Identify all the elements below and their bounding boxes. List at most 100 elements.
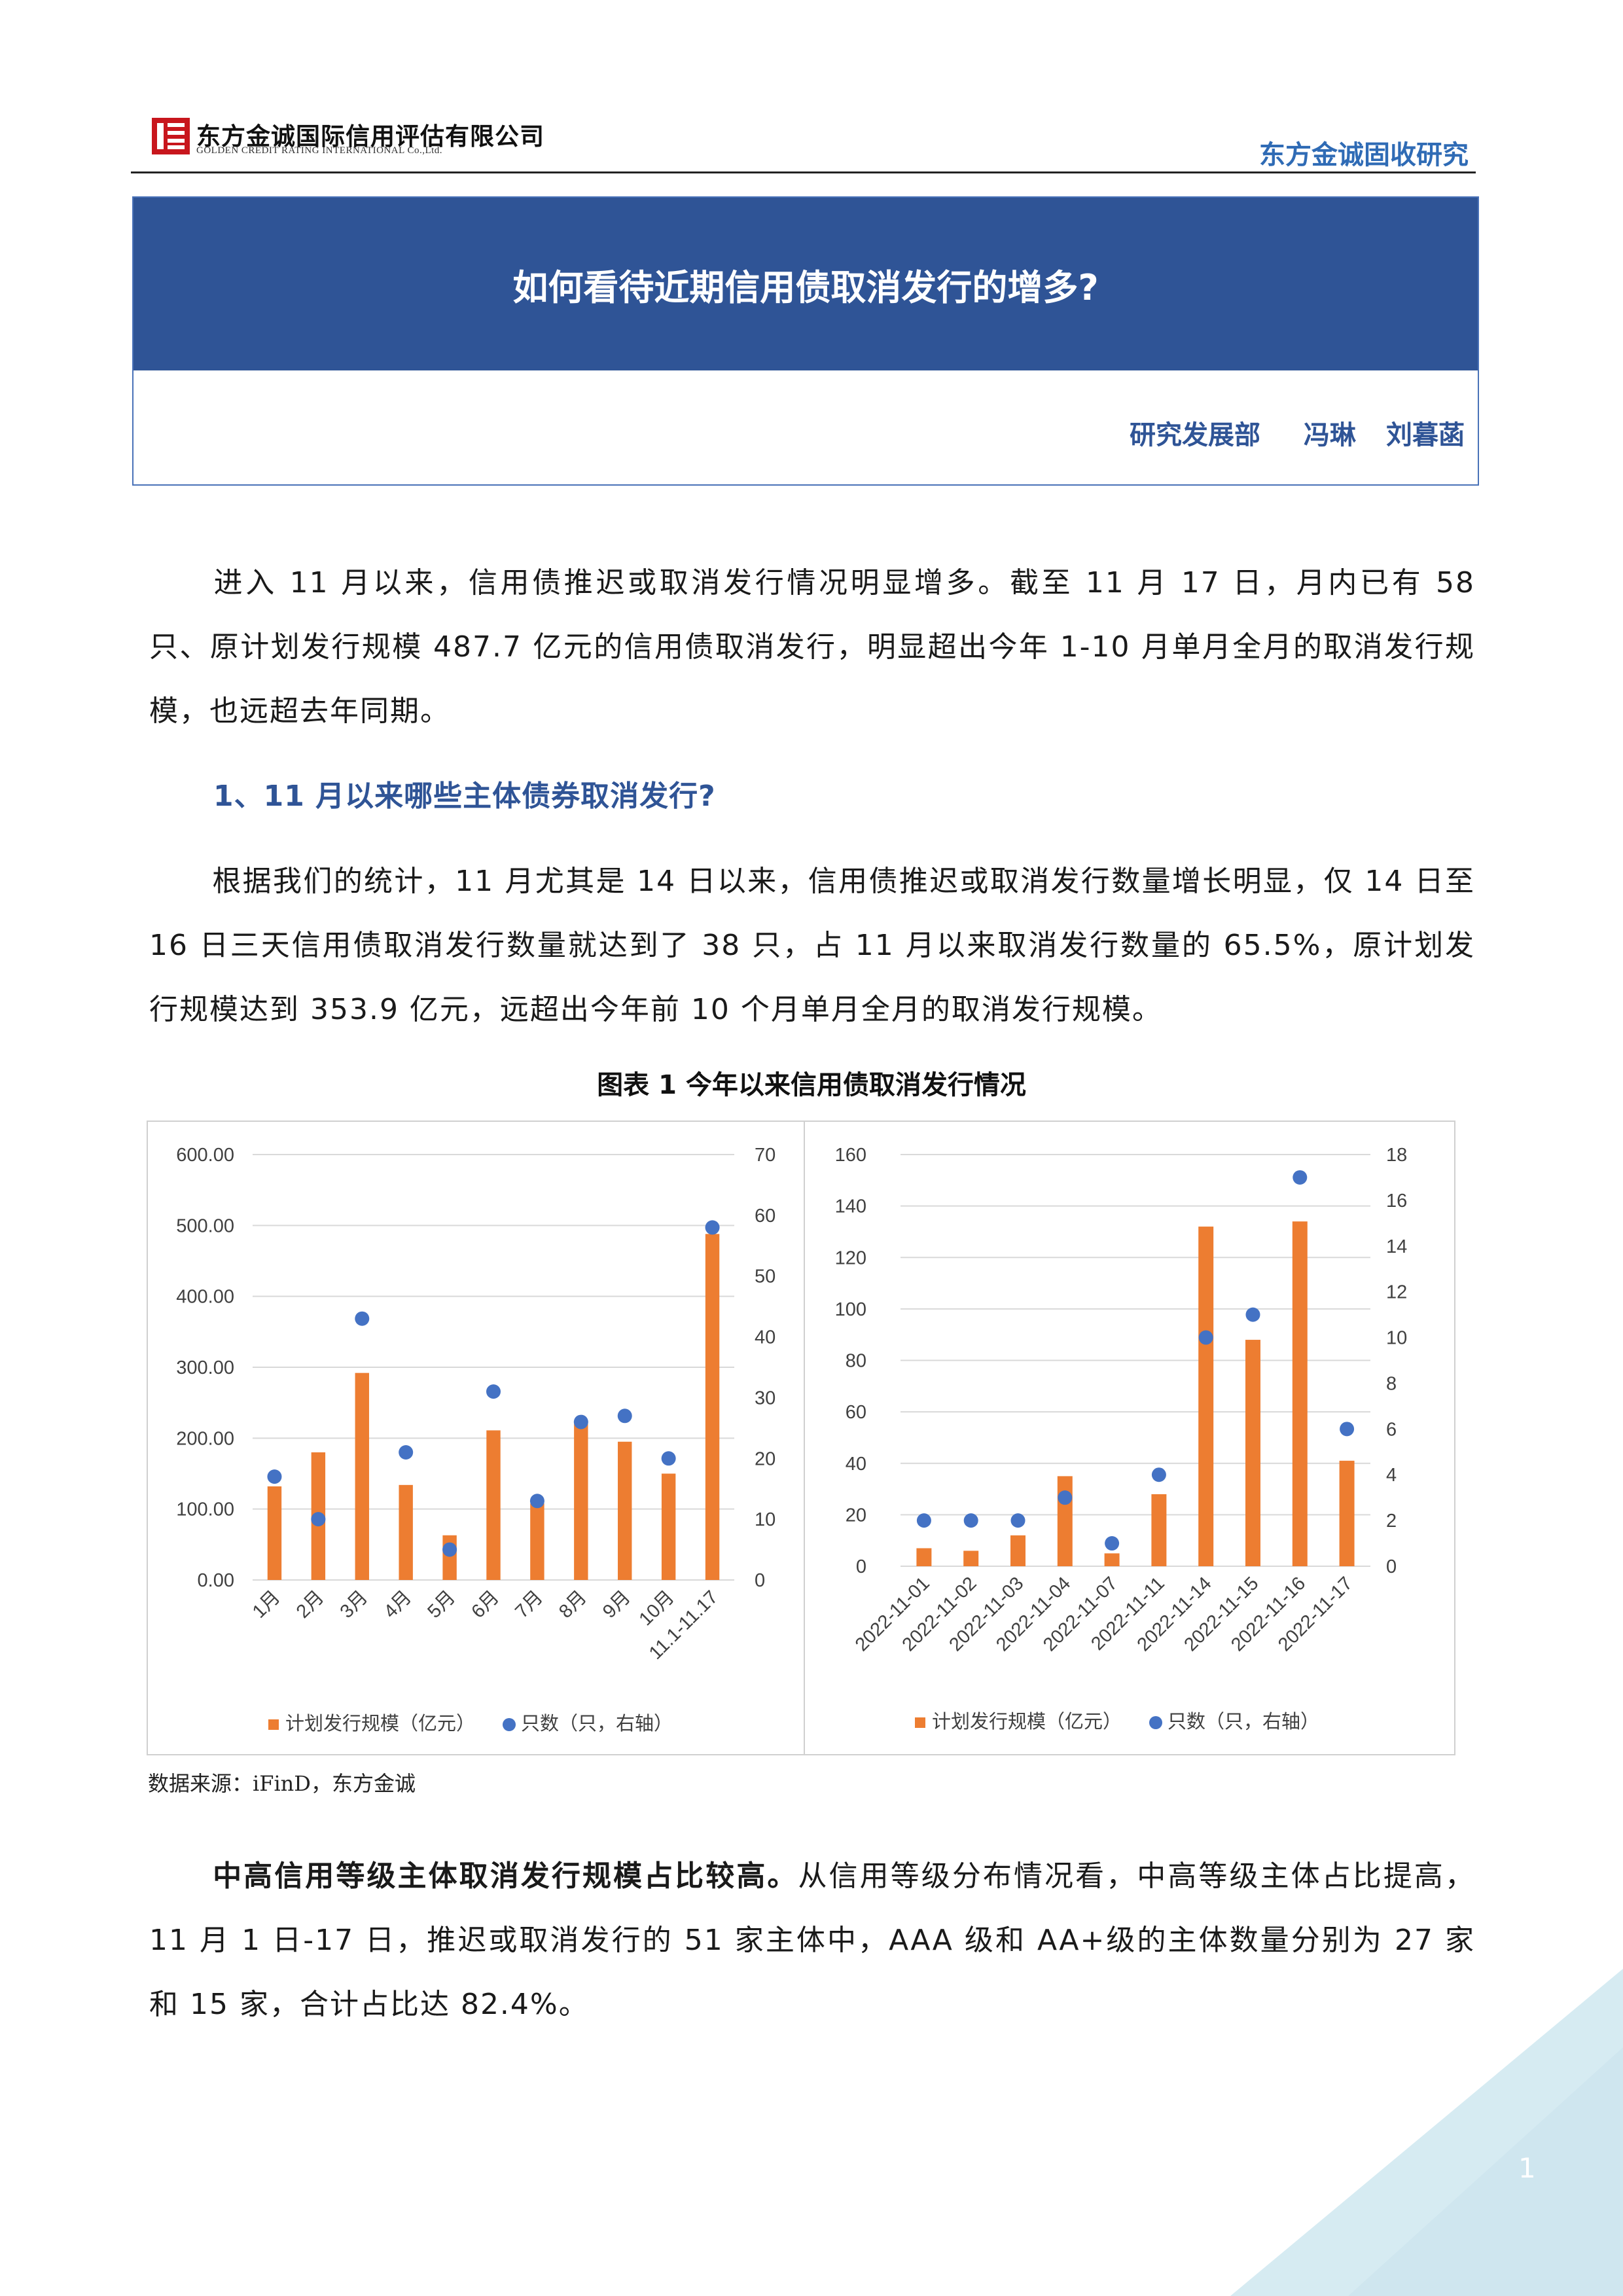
bar (963, 1551, 979, 1566)
x-tick-label: 2月 (293, 1587, 329, 1623)
y-tick-label-right: 70 (755, 1145, 776, 1166)
legend-swatch-dot (503, 1718, 516, 1731)
y-tick-label-right: 10 (1386, 1328, 1407, 1349)
bar (399, 1484, 413, 1580)
bar (1010, 1535, 1026, 1566)
author-name: 冯琳 (1304, 420, 1356, 450)
scatter-point (1340, 1422, 1355, 1437)
scatter-point (399, 1445, 414, 1460)
corner-decoration (1230, 1969, 1623, 2296)
y-tick-label-left: 140 (835, 1196, 866, 1217)
y-tick-label-left: 400.00 (176, 1287, 234, 1308)
chart-divider (804, 1121, 805, 1755)
y-tick-label-left: 500.00 (176, 1215, 234, 1236)
legend-label: 只数（只，右轴） (1168, 1711, 1319, 1732)
chart-frame (147, 1121, 1455, 1755)
x-tick-label: 9月 (599, 1587, 635, 1623)
x-tick-label: 4月 (380, 1587, 416, 1623)
bar (1151, 1494, 1167, 1566)
bar (442, 1535, 457, 1580)
y-tick-label-left: 0 (856, 1556, 866, 1577)
body-paragraph: 进入 11 月以来，信用债推迟或取消发行情况明显增多。截至 11 月 17 日，… (149, 551, 1475, 744)
scatter-point (1010, 1513, 1026, 1528)
y-tick-label-right: 0 (755, 1570, 765, 1591)
scatter-point (705, 1220, 720, 1235)
legend-label: 计划发行规模（亿元） (932, 1711, 1122, 1732)
scatter-point (1058, 1490, 1073, 1505)
x-tick-label: 3月 (336, 1587, 372, 1623)
scatter-point (661, 1451, 676, 1466)
bar (1057, 1476, 1073, 1566)
legend-swatch-dot (1149, 1716, 1162, 1729)
bar (705, 1234, 720, 1580)
x-tick-label: 1月 (249, 1587, 285, 1623)
bar (1198, 1227, 1214, 1566)
series-label: 东方金诚固收研究 (1259, 140, 1469, 170)
page-number: 1 (1518, 2152, 1536, 2184)
bar (618, 1441, 632, 1580)
y-tick-label-left: 600.00 (176, 1145, 234, 1166)
bar (574, 1424, 588, 1580)
scatter-point (529, 1494, 544, 1509)
y-tick-label-left: 160 (835, 1145, 866, 1166)
y-tick-label-right: 12 (1386, 1282, 1407, 1303)
y-tick-label-right: 20 (755, 1448, 776, 1469)
y-tick-label-left: 60 (846, 1402, 866, 1423)
bar (1292, 1221, 1308, 1566)
bar (355, 1372, 369, 1580)
y-tick-label-right: 4 (1386, 1465, 1397, 1486)
scatter-point (355, 1311, 370, 1326)
y-tick-label-right: 6 (1386, 1419, 1397, 1440)
scatter-point (267, 1469, 282, 1484)
x-tick-label: 7月 (511, 1587, 547, 1623)
bar (486, 1430, 501, 1580)
y-tick-label-right: 60 (755, 1206, 776, 1227)
scatter-point (573, 1414, 588, 1429)
y-tick-label-left: 200.00 (176, 1428, 234, 1449)
author-name: 刘暮菡 (1386, 420, 1465, 450)
legend-swatch-bar (915, 1717, 925, 1728)
section-heading: 1、11 月以来哪些主体债券取消发行? (213, 780, 716, 813)
company-name-cn: 东方金诚国际信用评估有限公司 (196, 122, 544, 151)
y-tick-label-left: 300.00 (176, 1357, 234, 1378)
y-tick-label-right: 10 (755, 1509, 776, 1530)
y-tick-label-left: 0.00 (198, 1570, 234, 1591)
scatter-point (486, 1384, 501, 1399)
bar (530, 1503, 544, 1580)
scatter-point (1105, 1536, 1120, 1551)
y-tick-label-left: 120 (835, 1247, 866, 1268)
body-paragraph: 根据我们的统计，11 月尤其是 14 日以来，信用债推迟或取消发行数量增长明显，… (149, 850, 1475, 1042)
bar (661, 1473, 676, 1580)
bar (1104, 1553, 1120, 1566)
y-tick-label-left: 100 (835, 1299, 866, 1320)
paragraph-text: 从信用等级分布情况看，中高等级主体占比提高，11 月 1 日-17 日，推迟或取… (149, 1859, 1476, 2021)
y-tick-label-left: 40 (846, 1454, 866, 1475)
y-tick-label-left: 100.00 (176, 1499, 234, 1520)
y-tick-label-right: 18 (1386, 1145, 1407, 1166)
y-tick-label-right: 16 (1386, 1191, 1407, 1211)
scatter-point (311, 1512, 326, 1527)
company-name-en: GOLDEN CREDIT RATING INTERNATIONAL Co.,L… (196, 145, 443, 156)
report-title: 如何看待近期信用债取消发行的增多? (512, 266, 1099, 308)
bar (267, 1486, 282, 1580)
paragraph-text: 进入 11 月以来，信用债推迟或取消发行情况明显增多。截至 11 月 17 日，… (149, 566, 1475, 728)
header-divider (131, 171, 1476, 173)
bar (1245, 1340, 1260, 1566)
bar (1339, 1460, 1355, 1566)
y-tick-label-right: 0 (1386, 1556, 1397, 1577)
y-tick-label-right: 50 (755, 1266, 776, 1287)
title-band: 如何看待近期信用债取消发行的增多? (134, 198, 1478, 370)
y-tick-label-left: 20 (846, 1505, 866, 1526)
y-tick-label-right: 30 (755, 1388, 776, 1408)
legend-swatch-bar (268, 1719, 279, 1730)
legend-label: 计划发行规模（亿元） (285, 1713, 475, 1734)
y-tick-label-right: 40 (755, 1327, 776, 1348)
source-note: 数据来源：iFinD，东方金诚 (148, 1771, 416, 1796)
scatter-point (1198, 1330, 1213, 1345)
scatter-point (963, 1513, 978, 1528)
legend-label: 只数（只，右轴） (521, 1713, 673, 1734)
paragraph-text: 根据我们的统计，11 月尤其是 14 日以来，信用债推迟或取消发行数量增长明显，… (149, 865, 1475, 1026)
scatter-point (617, 1408, 632, 1424)
scatter-point (1151, 1467, 1166, 1482)
